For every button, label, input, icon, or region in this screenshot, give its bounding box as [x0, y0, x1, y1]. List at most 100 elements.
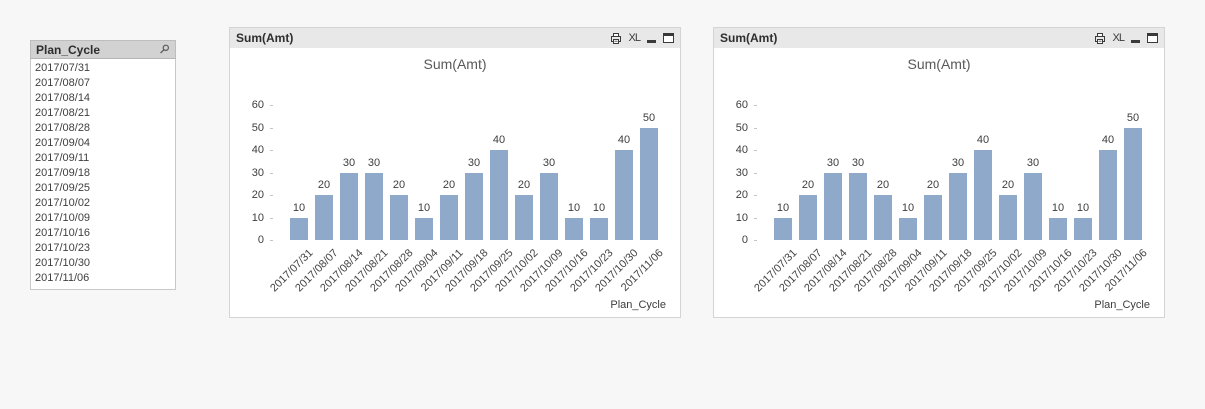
bar-value-label: 10 — [417, 201, 431, 214]
bar[interactable] — [390, 195, 408, 240]
listbox-item[interactable]: 2017/10/16 — [35, 227, 91, 239]
bar-value-label: 20 — [442, 179, 456, 191]
chart-window-2: Sum(Amt) XL Sum(Amt) 0 10 20 30 40 50 60 10 2017… — [713, 27, 1165, 318]
bar[interactable] — [799, 195, 817, 240]
bar-value-label: 20 — [517, 179, 531, 191]
bar-value-label: 50 — [1126, 111, 1140, 124]
listbox-item[interactable]: 2017/08/14 — [35, 92, 91, 104]
y-tick-label: 20 — [735, 189, 748, 201]
bar[interactable] — [515, 195, 533, 240]
bar[interactable] — [565, 217, 583, 240]
y-tick-mark — [270, 240, 273, 241]
bar[interactable] — [440, 195, 458, 240]
bar[interactable] — [774, 217, 792, 240]
bar[interactable] — [315, 195, 333, 240]
bar-value-label: 30 — [342, 156, 356, 169]
bar[interactable] — [290, 217, 308, 240]
bar[interactable] — [874, 195, 892, 240]
listbox-item[interactable]: 2017/11/06 — [35, 272, 90, 284]
bar[interactable] — [415, 217, 433, 240]
listbox-title: Plan_Cycle — [36, 42, 101, 57]
y-tick-mark — [270, 127, 273, 129]
bar[interactable] — [365, 172, 383, 240]
x-axis-name: Plan_Cycle — [610, 299, 666, 311]
listbox-item[interactable]: 2017/08/28 — [35, 122, 91, 134]
plan-cycle-listbox: Plan_Cycle 2017/07/31 2017/08/07 2017/08/1… — [30, 40, 176, 290]
bar[interactable] — [615, 150, 633, 240]
y-tick-label: 60 — [735, 99, 748, 111]
print-icon[interactable] — [1094, 32, 1106, 44]
chart-window-1: Sum(Amt) XL Sum(Amt) 0 10 20 30 40 50 60 10 2017… — [229, 27, 681, 318]
print-icon[interactable] — [610, 32, 622, 44]
listbox-item[interactable]: 2017/09/18 — [35, 167, 91, 179]
bar[interactable] — [999, 195, 1017, 240]
y-tick-label: 10 — [251, 211, 264, 224]
bar[interactable] — [1049, 217, 1067, 240]
bar[interactable] — [899, 217, 917, 240]
bar[interactable] — [1124, 127, 1142, 240]
y-tick-mark — [754, 127, 757, 129]
bar-value-label: 50 — [642, 111, 656, 124]
bar-value-label: 20 — [1001, 179, 1015, 191]
bar-value-label: 10 — [567, 201, 581, 214]
bar[interactable] — [924, 195, 942, 240]
bar[interactable] — [1024, 172, 1042, 240]
bar[interactable] — [465, 172, 483, 240]
listbox-item[interactable]: 2017/10/30 — [35, 257, 91, 269]
y-tick-mark — [270, 172, 273, 174]
bar[interactable] — [1099, 150, 1117, 240]
listbox-item[interactable]: 2017/10/02 — [35, 197, 91, 209]
bar-value-label: 10 — [1076, 201, 1090, 214]
y-tick-mark — [754, 195, 757, 196]
search-icon[interactable] — [159, 44, 170, 55]
maximize-icon[interactable] — [663, 33, 674, 43]
bar[interactable] — [974, 150, 992, 240]
listbox-item[interactable]: 2017/10/09 — [35, 212, 91, 224]
chart-caption-title: Sum(Amt) — [720, 31, 778, 45]
bar[interactable] — [824, 172, 842, 240]
bar-value-label: 40 — [976, 134, 990, 146]
listbox-header[interactable]: Plan_Cycle — [30, 40, 176, 59]
listbox-item[interactable]: 2017/09/25 — [35, 182, 91, 194]
minimize-icon[interactable] — [1131, 40, 1140, 43]
bar-value-label: 30 — [467, 156, 481, 169]
chart-caption-title: Sum(Amt) — [236, 31, 294, 45]
listbox-item[interactable]: 2017/07/31 — [35, 62, 91, 74]
bar[interactable] — [849, 172, 867, 240]
bar[interactable] — [640, 127, 658, 240]
bar[interactable] — [1074, 217, 1092, 240]
maximize-icon[interactable] — [1147, 33, 1158, 43]
chart-body: Sum(Amt) 0 10 20 30 40 50 60 10 2017/07/31 20 2017… — [714, 48, 1164, 317]
bar[interactable] — [949, 172, 967, 240]
bar-chart-plot: 0 10 20 30 40 50 60 10 2017/07/31 20 2017/08/07 30 2… — [714, 48, 1164, 317]
bar[interactable] — [590, 217, 608, 240]
bar-value-label: 10 — [592, 201, 606, 214]
bar[interactable] — [540, 172, 558, 240]
listbox-item[interactable]: 2017/10/23 — [35, 242, 91, 254]
chart-caption-bar[interactable]: Sum(Amt) XL — [714, 28, 1164, 48]
listbox-item[interactable]: 2017/08/21 — [35, 107, 91, 119]
bar[interactable] — [340, 172, 358, 240]
chart-caption-bar[interactable]: Sum(Amt) XL — [230, 28, 680, 48]
bar[interactable] — [490, 150, 508, 240]
excel-export-icon[interactable]: XL — [628, 31, 642, 44]
y-tick-mark — [754, 150, 757, 151]
bar-value-label: 20 — [876, 179, 890, 191]
y-tick-mark — [754, 240, 757, 241]
y-tick-mark — [270, 105, 273, 106]
bar-value-label: 10 — [776, 201, 790, 214]
bar-value-label: 20 — [801, 179, 815, 191]
listbox-item[interactable]: 2017/09/11 — [35, 152, 90, 164]
bar-value-label: 40 — [617, 134, 631, 146]
listbox-item[interactable]: 2017/08/07 — [35, 77, 91, 89]
minimize-icon[interactable] — [647, 40, 656, 43]
x-axis-name: Plan_Cycle — [1094, 299, 1150, 311]
listbox-item[interactable]: 2017/09/04 — [35, 137, 91, 149]
excel-export-icon[interactable]: XL — [1112, 31, 1126, 44]
y-tick-label: 40 — [251, 144, 264, 156]
bar-value-label: 40 — [492, 134, 506, 146]
bar-value-label: 10 — [901, 201, 915, 214]
y-tick-label: 20 — [251, 189, 264, 201]
y-tick-mark — [270, 217, 273, 219]
